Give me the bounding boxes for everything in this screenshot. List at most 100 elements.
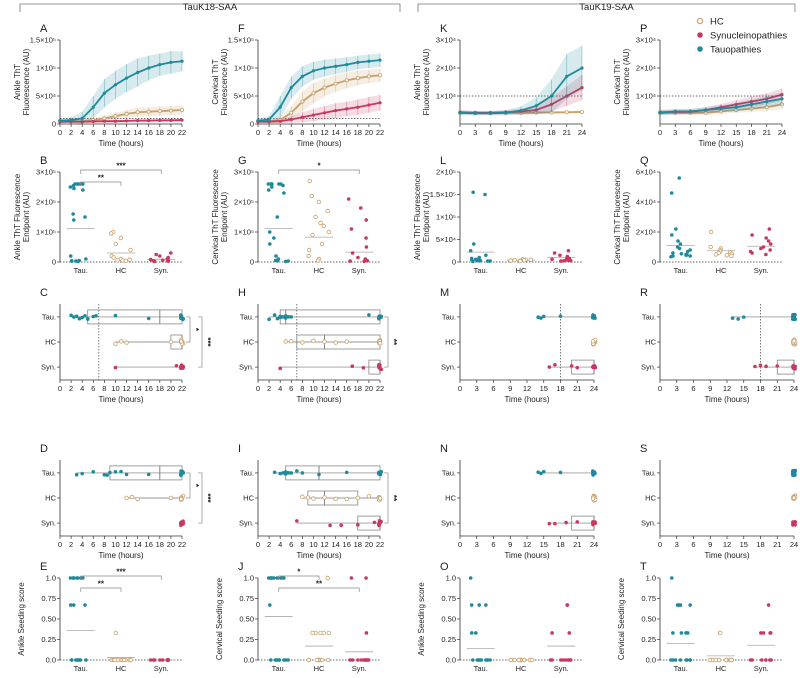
y-tick-label: Syn.	[641, 363, 656, 372]
data-point	[552, 251, 557, 255]
y-axis-label-line: Fluorescence (AU)	[422, 48, 431, 115]
data-point	[305, 495, 311, 500]
data-point	[356, 60, 360, 64]
y-tick-label: 1×10⁵	[36, 228, 56, 237]
data-point	[274, 254, 278, 258]
data-point	[269, 658, 273, 662]
data-point	[68, 254, 73, 258]
data-point	[780, 97, 784, 101]
data-point	[85, 317, 90, 321]
data-point	[378, 521, 382, 525]
x-tick-label: 16	[343, 128, 351, 137]
x-tick-label: 0	[658, 540, 662, 549]
data-point	[730, 316, 735, 320]
data-point	[791, 495, 797, 500]
y-tick-label: 0	[52, 120, 56, 129]
x-tick-label: 14	[331, 540, 339, 549]
data-point	[281, 315, 285, 319]
data-point	[282, 191, 286, 195]
x-tick-label: 21	[773, 384, 781, 393]
data-point	[123, 258, 128, 263]
data-point	[283, 339, 288, 344]
x-tick-label: 16	[145, 540, 153, 549]
x-tick-label: 2	[267, 128, 271, 137]
x-tick-label: 9	[504, 128, 508, 137]
data-point	[793, 312, 797, 317]
data-point	[84, 257, 88, 261]
panel-label-J: J	[238, 561, 244, 573]
data-point	[564, 110, 569, 115]
x-tick-label: HC	[314, 664, 325, 673]
data-point	[70, 658, 74, 662]
data-point	[76, 259, 80, 264]
x-tick-label: Tau.	[74, 266, 88, 275]
x-tick-label: 14	[331, 384, 339, 393]
x-tick-label: 3	[475, 384, 479, 393]
data-point	[729, 657, 734, 663]
data-point	[670, 233, 674, 237]
x-tick-label: 24	[590, 540, 598, 549]
data-point	[268, 603, 272, 607]
data-point	[289, 315, 294, 319]
chart-Q: Q 0 2×10⁴ 4×10⁴ 6×10⁴ Cervical ThT Fluorescen…	[613, 155, 782, 275]
data-point	[325, 575, 330, 581]
data-point	[295, 469, 299, 473]
data-point	[266, 182, 271, 186]
data-point	[350, 251, 355, 255]
data-point	[275, 316, 280, 321]
chart-T: T 0.0 0.25 0.50 0.75 1.0 Cervical Seeding scor…	[617, 561, 782, 673]
significance-label: ***	[116, 568, 126, 577]
y-axis-label-line: Cervical ThT Fluorescence	[211, 169, 220, 265]
y-axis-label: Ankle ThT FluorescenceEndpoint (AU)	[413, 173, 431, 260]
data-point	[311, 496, 316, 501]
x-tick-label: 16	[145, 384, 153, 393]
x-tick-label: 12	[723, 384, 731, 393]
y-tick-label: 2×10⁴	[636, 64, 656, 73]
x-tick-label: 12	[517, 128, 525, 137]
x-tick-label: 10	[309, 128, 317, 137]
data-point	[311, 69, 316, 73]
x-tick-label: 22	[178, 540, 186, 549]
y-tick-label: Syn.	[239, 363, 254, 372]
y-tick-label: Tau.	[642, 312, 656, 321]
x-tick-label: 15	[732, 128, 740, 137]
x-tick-label: 15	[740, 384, 748, 393]
panel-label-G: G	[238, 155, 247, 167]
y-tick-label: 1.5×10⁵	[228, 36, 254, 45]
data-point	[558, 470, 563, 475]
data-point	[80, 471, 84, 476]
significance-label: ***	[116, 162, 126, 171]
data-point	[68, 185, 73, 189]
y-tick-label: Syn.	[41, 519, 56, 528]
significance-bracket	[80, 181, 122, 186]
data-point	[553, 362, 557, 367]
data-point	[488, 259, 492, 263]
data-point	[283, 259, 288, 264]
x-tick-label: 6	[491, 540, 495, 549]
data-point	[310, 630, 315, 636]
chart-I: I 0 2 4 6 8 10 12 14 16 18 20 22 Time (hours) Tau. HC Sy…	[238, 443, 398, 560]
data-point	[80, 120, 84, 124]
data-point	[518, 258, 523, 264]
data-point	[359, 658, 364, 662]
y-tick-label: 0.50	[239, 615, 254, 624]
panel-label-E: E	[40, 561, 47, 573]
y-tick-label: 3×10⁵	[234, 168, 254, 177]
significance-label: *	[191, 484, 200, 488]
x-axis-label: Time (hours)	[504, 395, 549, 404]
data-point	[113, 470, 118, 474]
data-point	[528, 257, 533, 262]
data-point	[300, 99, 305, 104]
data-point	[718, 630, 723, 636]
data-point	[310, 232, 315, 238]
y-axis-label: Cervical ThT FluorescenceEndpoint (AU)	[211, 169, 229, 265]
data-point	[568, 658, 572, 662]
chart-G: G 0 1×10⁵ 2×10⁵ 3×10⁵ Cervical ThT Fluorescen…	[211, 155, 380, 275]
x-tick-label: 10	[309, 384, 317, 393]
data-point	[102, 116, 107, 121]
data-point	[724, 253, 729, 258]
x-tick-label: 2	[267, 384, 271, 393]
data-point	[750, 251, 754, 255]
data-point	[793, 317, 798, 321]
